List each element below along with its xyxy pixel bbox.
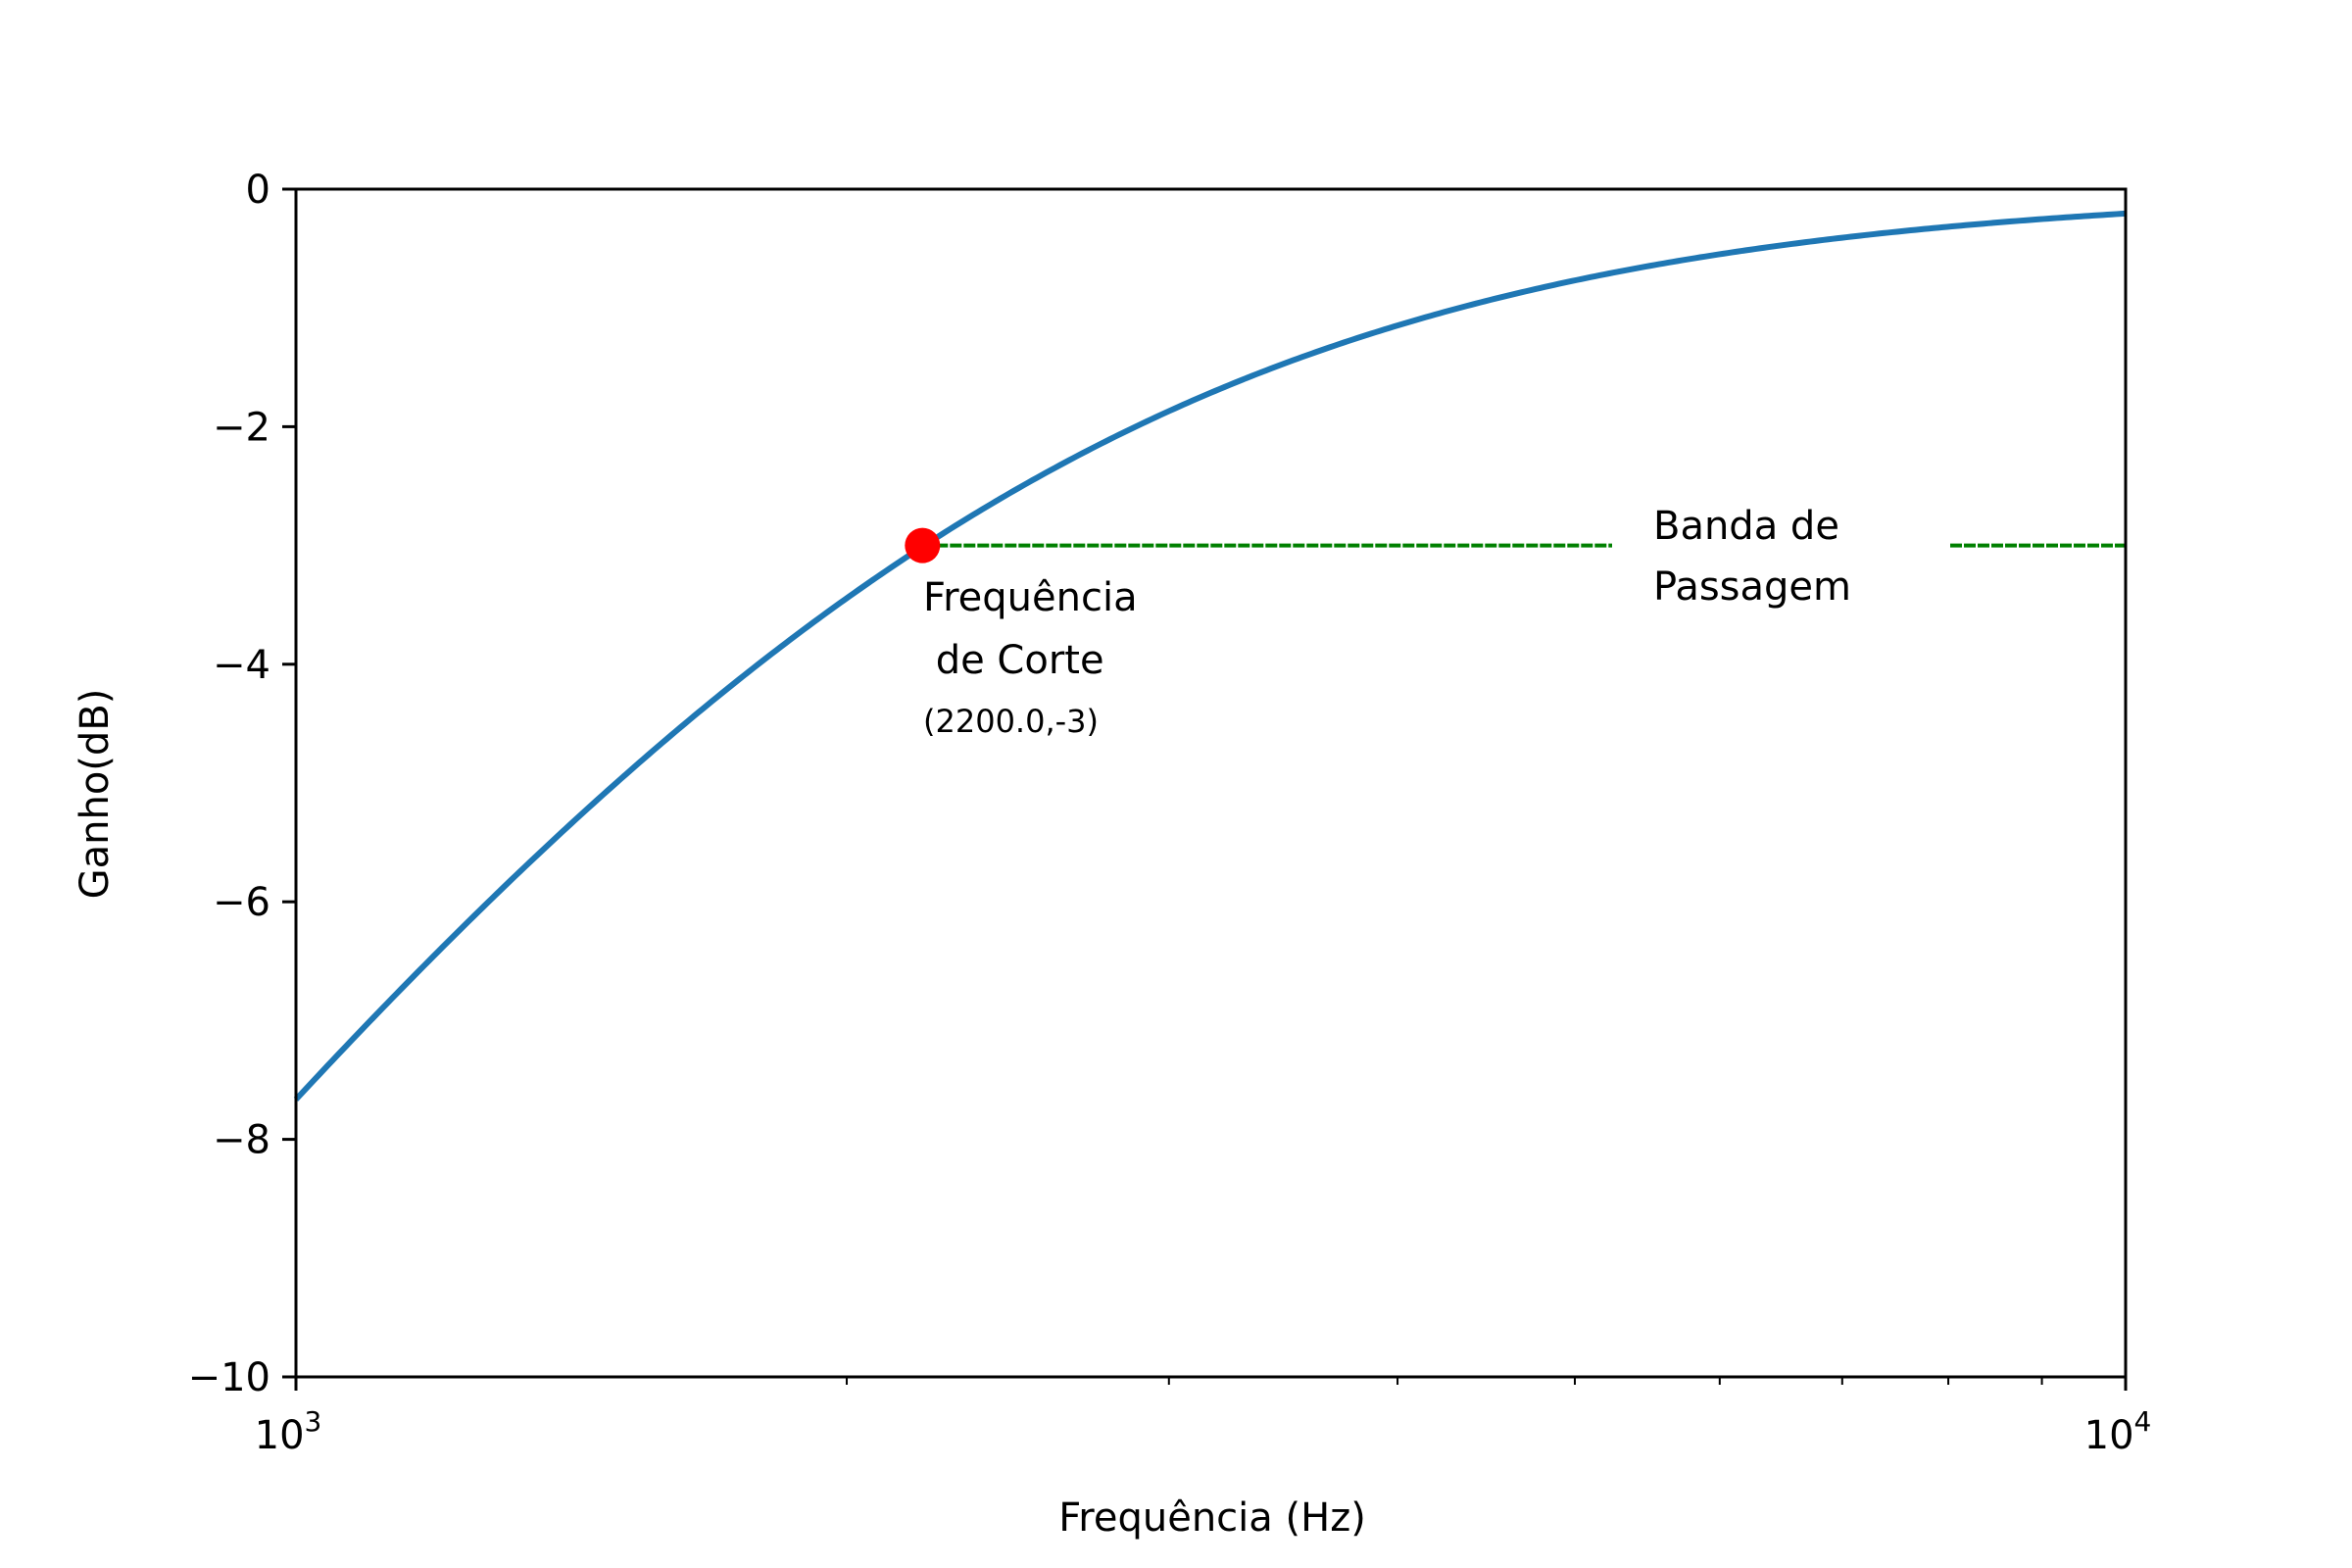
x-tick-base: 10 [255, 1413, 305, 1458]
y-tick-label: −2 [213, 405, 270, 450]
y-tick-label: −4 [213, 643, 270, 688]
gain-curve [293, 210, 2127, 1102]
x-tick-label: 103 [255, 1405, 322, 1458]
y-tick-label: −10 [188, 1355, 270, 1400]
cutoff-coordinates-annotation: (2200.0,-3) [923, 703, 1099, 740]
x-tick-label: 104 [2084, 1405, 2152, 1458]
y-tick-label: 0 [246, 168, 270, 213]
cutoff-point-marker [905, 527, 941, 564]
x-tick-base: 10 [2084, 1413, 2134, 1458]
plot-frame [294, 187, 2128, 1379]
y-axis-label: Ganho(dB) [73, 689, 118, 900]
y-tick-label: −8 [213, 1118, 270, 1163]
passband-annotation-line1: Banda de [1653, 504, 1839, 549]
passband-annotation-line2: Passagem [1653, 564, 1851, 610]
x-tick-exponent: 3 [305, 1405, 322, 1438]
cutoff-annotation-line1: Frequência [923, 575, 1138, 620]
y-tick-label: −6 [213, 880, 270, 925]
passband-label-background [1612, 495, 1950, 622]
x-tick-exponent: 4 [2134, 1405, 2152, 1438]
x-axis-label: Frequência (Hz) [1058, 1495, 1366, 1541]
cutoff-annotation-line2: de Corte [923, 638, 1104, 683]
